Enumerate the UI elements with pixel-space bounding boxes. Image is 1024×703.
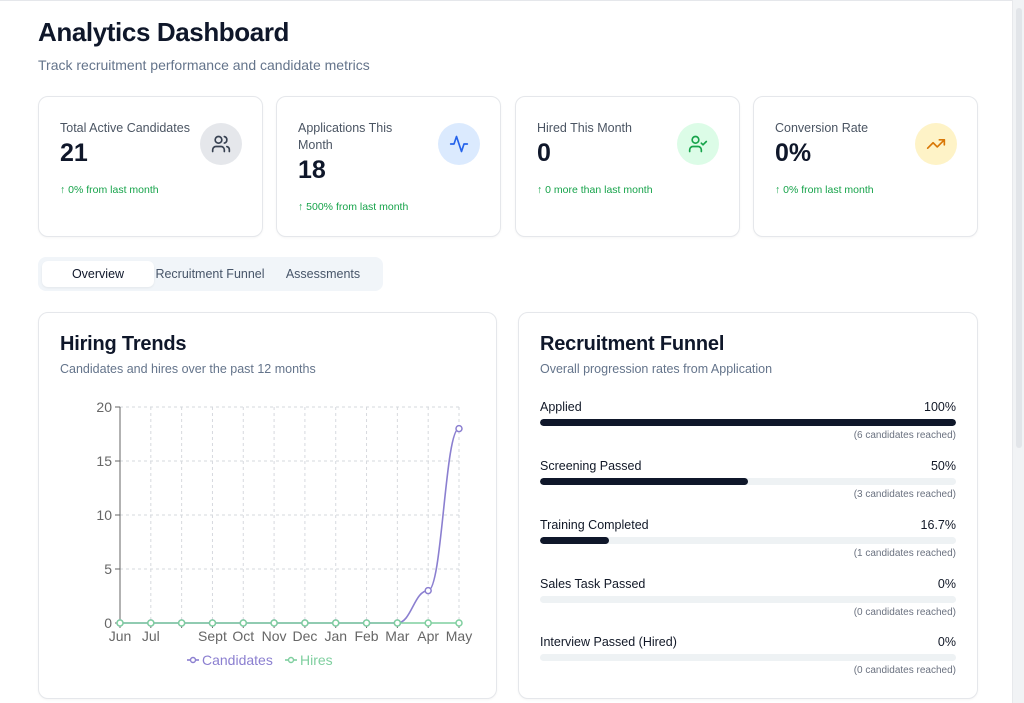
- stat-label: Conversion Rate: [775, 121, 869, 135]
- stat-card-applications: Applications This Month 18 ↑ 500% from l…: [276, 96, 501, 237]
- x-tick-label: Nov: [262, 628, 287, 644]
- funnel-progress-track: [540, 419, 956, 426]
- data-point-hires: [177, 619, 186, 627]
- stat-label: Hired This Month: [537, 121, 632, 135]
- dashboard-tabs: Overview Recruitment Funnel Assessments: [38, 257, 383, 291]
- stat-label: Total Active Candidates: [60, 121, 190, 135]
- x-tick-label: Dec: [292, 628, 317, 644]
- data-point-candidates: [455, 424, 463, 433]
- x-tick-label: Sept: [198, 628, 227, 644]
- data-point-hires: [301, 619, 309, 627]
- legend-marker: [287, 656, 295, 664]
- x-tick-label: Jul: [142, 628, 160, 644]
- funnel-progress-fill: [540, 537, 610, 544]
- funnel-stage-label: Screening Passed: [540, 459, 642, 473]
- x-tick-label: Feb: [354, 628, 378, 644]
- legend-label: Candidates: [202, 652, 273, 668]
- funnel-progress-fill: [540, 419, 956, 426]
- legend-marker: [189, 656, 197, 664]
- x-tick-label: Jan: [324, 628, 347, 644]
- hiring-trends-chart: 0 5 10 15 20 Jun Jul Sept Oct Nov Dec Jan Feb Mar Apr M…: [96, 399, 472, 668]
- data-point-hires: [270, 619, 278, 627]
- trending-up-icon: [915, 123, 957, 165]
- data-point-hires: [239, 619, 248, 627]
- data-point-hires: [455, 619, 463, 627]
- stat-value: 0: [537, 139, 551, 167]
- page-subtitle: Track recruitment performance and candid…: [38, 57, 370, 73]
- y-tick-label: 20: [96, 399, 112, 415]
- stat-change: ↑ 0% from last month: [60, 184, 159, 196]
- funnel-progress-track: [540, 537, 956, 544]
- hiring-trends-title: Hiring Trends: [60, 333, 187, 355]
- funnel-stage-note: (0 candidates reached): [853, 607, 956, 618]
- hiring-trends-card: Hiring Trends Candidates and hires over …: [38, 312, 497, 699]
- stat-label: Applications This Month: [298, 121, 393, 152]
- funnel-progress-track: [540, 478, 956, 485]
- tab-recruitment-funnel[interactable]: Recruitment Funnel: [155, 267, 265, 281]
- page-title: Analytics Dashboard: [38, 17, 290, 47]
- stat-change: ↑ 0 more than last month: [537, 184, 653, 196]
- funnel-stage-label: Interview Passed (Hired): [540, 635, 677, 649]
- tab-assessments[interactable]: Assessments: [285, 267, 361, 281]
- data-point-hires: [362, 619, 371, 627]
- funnel-progress-track: [540, 654, 956, 661]
- data-point-hires: [116, 619, 124, 627]
- funnel-stage-note: (6 candidates reached): [853, 430, 956, 441]
- funnel-stage-percent: 0%: [937, 635, 956, 649]
- y-tick-label: 15: [96, 453, 112, 469]
- funnel-stage-percent: 50%: [930, 459, 956, 473]
- stat-card-conversion: Conversion Rate 0% ↑ 0% from last month: [753, 96, 978, 237]
- data-point-hires: [147, 619, 155, 627]
- stat-value: 18: [298, 156, 326, 184]
- funnel-stage-label: Sales Task Passed: [540, 577, 646, 591]
- x-tick-label: May: [446, 628, 472, 644]
- funnel-stage-note: (1 candidates reached): [853, 548, 956, 559]
- data-point-hires: [424, 619, 432, 627]
- recruitment-funnel-card: Recruitment Funnel Overall progression r…: [518, 312, 978, 699]
- funnel-stage-percent: 100%: [924, 400, 956, 414]
- x-tick-label: Mar: [385, 628, 409, 644]
- x-tick-label: Jun: [109, 628, 132, 644]
- stat-card-total-candidates: Total Active Candidates 21 ↑ 0% from las…: [38, 96, 263, 237]
- stat-change: ↑ 0% from last month: [775, 184, 874, 196]
- legend-label: Hires: [300, 652, 333, 668]
- funnel-stage: Interview Passed (Hired) 0% (0 candidate…: [540, 635, 956, 685]
- y-tick-label: 0: [104, 615, 112, 631]
- user-check-icon: [677, 123, 719, 165]
- funnel-stage-note: (0 candidates reached): [853, 665, 956, 676]
- y-tick-label: 10: [96, 507, 112, 523]
- tab-overview[interactable]: Overview: [42, 261, 154, 287]
- funnel-stage: Sales Task Passed 0% (0 candidates reach…: [540, 577, 956, 627]
- funnel-progress-track: [540, 596, 956, 603]
- stat-card-hired: Hired This Month 0 ↑ 0 more than last mo…: [515, 96, 740, 237]
- series-line-candidates: [120, 427, 460, 624]
- scrollbar-thumb[interactable]: [1016, 8, 1022, 448]
- x-tick-label: Oct: [232, 628, 254, 644]
- y-tick-label: 5: [104, 561, 112, 577]
- stat-change: ↑ 500% from last month: [298, 201, 409, 213]
- funnel-title: Recruitment Funnel: [540, 333, 725, 355]
- data-point-candidates: [424, 586, 432, 595]
- funnel-stage: Training Completed 16.7% (1 candidates r…: [540, 518, 956, 568]
- funnel-stage-label: Applied: [540, 400, 582, 414]
- page-scrollbar[interactable]: [1012, 0, 1024, 703]
- data-point-hires: [331, 619, 340, 627]
- data-point-hires: [208, 619, 217, 627]
- data-point-hires: [393, 619, 402, 627]
- funnel-stage: Applied 100% (6 candidates reached): [540, 400, 956, 450]
- stat-value: 21: [60, 139, 88, 167]
- funnel-progress-fill: [540, 478, 748, 485]
- funnel-stage-percent: 0%: [937, 577, 956, 591]
- x-tick-label: Apr: [417, 628, 439, 644]
- users-icon: [200, 123, 242, 165]
- funnel-stage-percent: 16.7%: [920, 518, 956, 532]
- hiring-trends-subtitle: Candidates and hires over the past 12 mo…: [60, 362, 316, 376]
- activity-icon: [438, 123, 480, 165]
- funnel-stage-note: (3 candidates reached): [853, 489, 956, 500]
- funnel-stage-label: Training Completed: [540, 518, 649, 532]
- stat-value: 0%: [775, 139, 812, 167]
- funnel-subtitle: Overall progression rates from Applicati…: [540, 362, 773, 376]
- funnel-stage: Screening Passed 50% (3 candidates reach…: [540, 459, 956, 509]
